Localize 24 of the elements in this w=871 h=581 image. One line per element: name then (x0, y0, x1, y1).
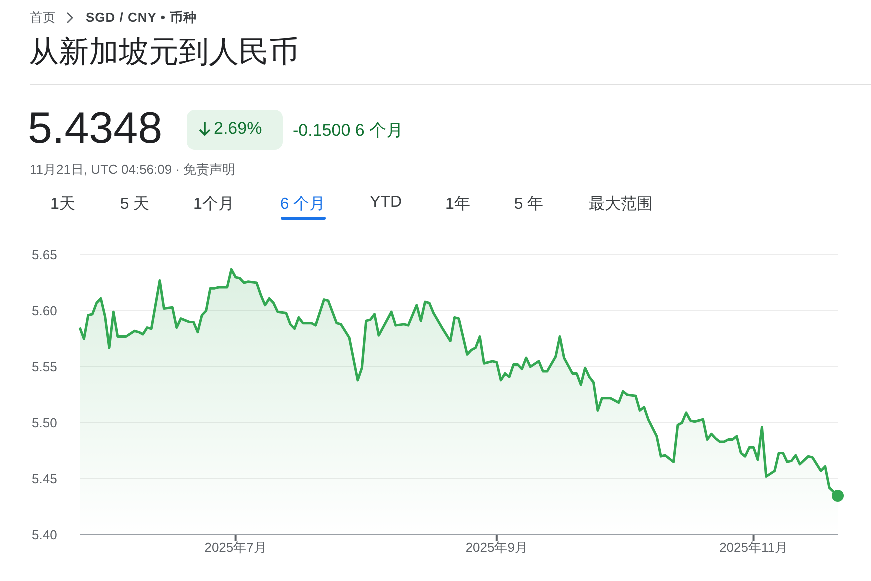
y-tick-label: 5.40 (32, 528, 58, 543)
text: 11月21日, UTC 04:56:09 · 免责声明 (30, 162, 236, 177)
text: 6 个月 (280, 196, 326, 213)
text: 5 年 (514, 196, 544, 213)
y-tick-label: 5.60 (32, 304, 58, 319)
text: YTD (370, 194, 402, 211)
text: 5.4348 (28, 104, 163, 153)
text: 1天 (50, 196, 76, 213)
x-tick-label: 2025年9月 (466, 540, 528, 556)
chart-title: 从新加坡元到人民币 (29, 36, 299, 69)
y-tick-label: 5.45 (32, 472, 58, 487)
text: 1个月 (194, 196, 234, 213)
text: -0.1500 6 个月 (293, 121, 404, 140)
text: 首页 (30, 10, 56, 25)
text: 2.69% (214, 119, 262, 138)
y-tick-label: 5.55 (32, 360, 58, 375)
text: 最大范围 (589, 196, 653, 213)
y-tick-label: 5.50 (32, 416, 58, 431)
text: SGD / CNY • 币种 (86, 10, 197, 25)
x-tick-label: 2025年11月 (720, 540, 788, 556)
text: 1年 (446, 196, 470, 213)
y-tick-label: 5.65 (32, 248, 58, 263)
text: 5 天 (120, 196, 150, 213)
x-tick-label: 2025年7月 (204, 540, 267, 556)
